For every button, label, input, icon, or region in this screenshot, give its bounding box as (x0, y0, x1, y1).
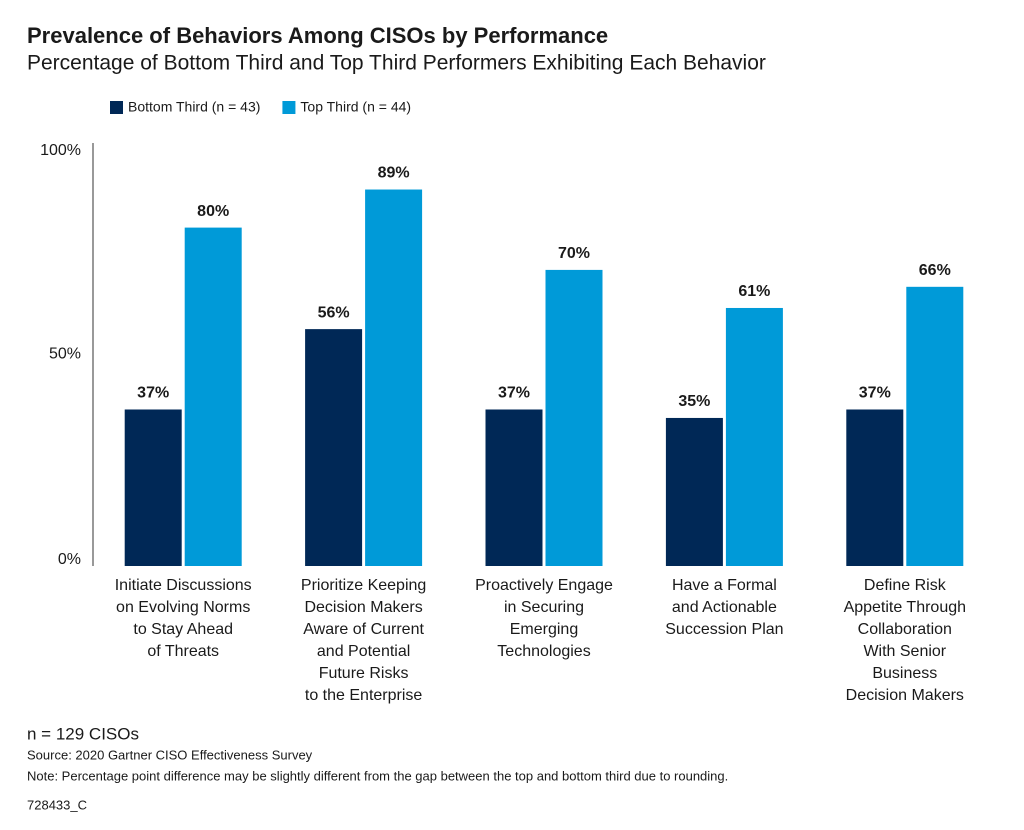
y-tick-label: 50% (49, 346, 81, 363)
footnote: Note: Percentage point difference may be… (27, 768, 728, 783)
bar (846, 409, 904, 566)
x-tick-label: Proactively Engage in Securing Emerging Tec… (475, 577, 613, 660)
x-tick-label: Have a Formal and Actionable Succession Pl… (665, 577, 783, 638)
bar (305, 329, 363, 566)
x-tick-label: Define Risk Appetite Through Collaboration… (844, 577, 966, 704)
bar (725, 307, 783, 566)
value-label: 37% (137, 385, 169, 402)
value-label: 80% (197, 203, 229, 220)
bar (124, 409, 182, 566)
value-label: 89% (378, 165, 410, 182)
value-label: 37% (859, 385, 891, 402)
source-note: Source: 2020 Gartner CISO Effectiveness … (27, 747, 313, 762)
figure-id: 728433_C (27, 797, 87, 812)
bar (906, 286, 964, 566)
legend-swatch (282, 101, 296, 114)
bar (365, 189, 423, 566)
value-label: 56% (318, 304, 350, 321)
chart-subtitle: Percentage of Bottom Third and Top Third… (27, 52, 766, 75)
x-tick-label: Initiate Discussions on Evolving Norms to … (115, 577, 252, 660)
value-label: 70% (558, 245, 590, 262)
y-tick-label: 0% (58, 551, 81, 568)
bar (485, 409, 543, 566)
value-label: 61% (738, 283, 770, 300)
legend-label: Bottom Third (n = 43) (128, 99, 260, 115)
value-label: 37% (498, 385, 530, 402)
chart-title: Prevalence of Behaviors Among CISOs by P… (27, 23, 608, 48)
value-label: 66% (919, 262, 951, 279)
bar (545, 269, 603, 566)
bar (665, 417, 723, 566)
x-tick-label: Prioritize Keeping Decision Makers Aware o… (301, 577, 426, 704)
sample-note: n = 129 CISOs (27, 724, 139, 743)
bar (184, 227, 242, 566)
legend-label: Top Third (n = 44) (300, 99, 411, 115)
value-label: 35% (678, 393, 710, 410)
legend-swatch (110, 101, 123, 114)
y-tick-label: 100% (40, 142, 81, 159)
